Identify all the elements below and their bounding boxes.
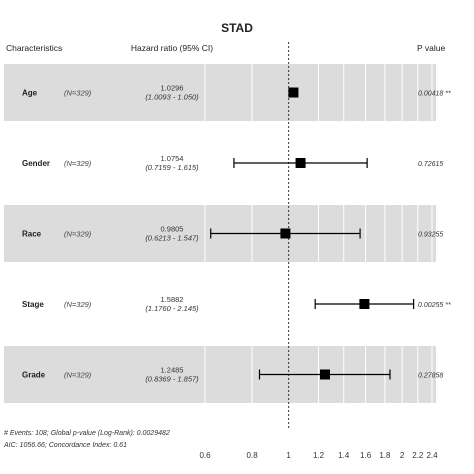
header-characteristics: Characteristics	[6, 43, 62, 53]
x-tick-label: 1.6	[360, 451, 372, 460]
row-p-value: 0.72615	[418, 161, 443, 168]
row-label: Gender	[22, 159, 50, 168]
row-hr-value: 1.0754	[161, 154, 184, 163]
x-tick-label: 1.4	[338, 451, 350, 460]
footer-line-1: # Events: 108; Global p-value (Log-Rank)…	[4, 430, 170, 437]
row-label: Stage	[22, 300, 44, 309]
marks	[210, 87, 415, 380]
gridlines	[204, 60, 433, 418]
header-hazard-ratio: Hazard ratio (95% CI)	[131, 43, 213, 53]
row-ci-text: (0.8369 - 1.857)	[145, 375, 199, 384]
row-label: Age	[22, 89, 38, 98]
row-n: (N=329)	[64, 89, 92, 98]
row-n: (N=329)	[64, 159, 92, 168]
row-label: Race	[22, 230, 42, 239]
x-tick-label: 0.6	[199, 451, 211, 460]
hr-marker	[319, 369, 330, 380]
hr-marker	[288, 87, 299, 98]
row-p-value: 0.27858	[418, 373, 443, 380]
row-label: Grade	[22, 371, 46, 380]
header-p-value: P value	[417, 43, 445, 53]
hr-marker	[295, 158, 306, 168]
chart-title: STAD	[221, 21, 253, 35]
row-ci-text: (0.6213 - 1.547)	[145, 234, 199, 243]
x-tick-label: 2.4	[426, 451, 438, 460]
footer-line-2: AIC: 1056.66; Concordance Index: 0.61	[3, 442, 127, 449]
row-ci-text: (1.1760 - 2.145)	[145, 304, 199, 313]
row-n: (N=329)	[64, 300, 92, 309]
x-tick-label: 2	[400, 451, 405, 460]
x-tick-label: 1.2	[313, 451, 325, 460]
rows: Age (N=329) 1.0296(1.0093 - 1.050) 0.00418 …	[22, 84, 451, 384]
row-n: (N=329)	[64, 371, 92, 380]
row-hr-value: 1.5882	[161, 295, 184, 304]
x-tick-label: 1	[286, 451, 291, 460]
row-hr-value: 1.0296	[161, 84, 184, 93]
hr-marker	[359, 299, 370, 309]
hr-marker	[280, 228, 291, 239]
row-ci-text: (1.0093 - 1.050)	[145, 93, 199, 102]
x-tick-labels: 0.6 0.8 1 1.2 1.4 1.6 1.8 2 2.2 2.4	[199, 451, 438, 460]
row-p-value: 0.00418 **	[418, 91, 451, 98]
x-tick-label: 0.8	[247, 451, 259, 460]
row-band	[4, 64, 436, 121]
row-n: (N=329)	[64, 230, 92, 239]
x-tick-label: 1.8	[379, 451, 391, 460]
row-p-value: 0.00255 **	[418, 302, 451, 309]
row-hr-value: 1.2485	[161, 366, 184, 375]
row-hr-value: 0.9805	[161, 225, 184, 234]
row-p-value: 0.93255	[418, 232, 443, 239]
x-tick-label: 2.2	[412, 451, 424, 460]
row-ci-text: (0.7159 - 1.615)	[145, 163, 199, 172]
